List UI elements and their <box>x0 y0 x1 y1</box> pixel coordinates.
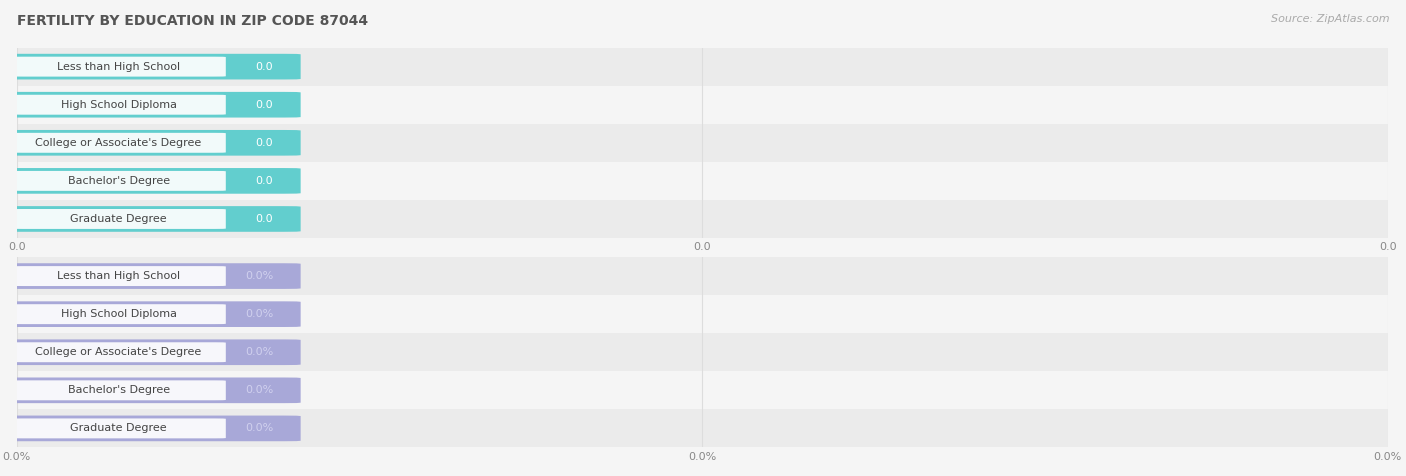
FancyBboxPatch shape <box>0 130 301 156</box>
Text: Source: ZipAtlas.com: Source: ZipAtlas.com <box>1271 14 1389 24</box>
Bar <box>17 86 1388 124</box>
FancyBboxPatch shape <box>0 263 301 289</box>
FancyBboxPatch shape <box>0 416 301 441</box>
Text: 0.0: 0.0 <box>256 99 273 110</box>
Text: Less than High School: Less than High School <box>58 271 180 281</box>
Text: Graduate Degree: Graduate Degree <box>70 423 167 434</box>
FancyBboxPatch shape <box>0 206 301 232</box>
FancyBboxPatch shape <box>0 168 301 194</box>
Text: Bachelor's Degree: Bachelor's Degree <box>67 385 170 396</box>
Text: Less than High School: Less than High School <box>58 61 180 72</box>
Text: College or Associate's Degree: College or Associate's Degree <box>35 138 201 148</box>
Text: 0.0%: 0.0% <box>245 385 273 396</box>
FancyBboxPatch shape <box>0 377 301 403</box>
Bar <box>17 295 1388 333</box>
FancyBboxPatch shape <box>11 342 226 362</box>
FancyBboxPatch shape <box>0 301 301 327</box>
FancyBboxPatch shape <box>11 380 226 400</box>
Text: 0.0%: 0.0% <box>245 309 273 319</box>
FancyBboxPatch shape <box>11 209 226 229</box>
Bar <box>17 257 1388 295</box>
FancyBboxPatch shape <box>11 133 226 153</box>
Bar <box>17 409 1388 447</box>
Text: 0.0: 0.0 <box>256 176 273 186</box>
Bar <box>17 124 1388 162</box>
FancyBboxPatch shape <box>11 95 226 115</box>
FancyBboxPatch shape <box>0 339 301 365</box>
Text: High School Diploma: High School Diploma <box>60 309 177 319</box>
Text: 0.0: 0.0 <box>256 61 273 72</box>
FancyBboxPatch shape <box>11 304 226 324</box>
Text: Bachelor's Degree: Bachelor's Degree <box>67 176 170 186</box>
FancyBboxPatch shape <box>11 418 226 438</box>
Text: 0.0%: 0.0% <box>245 347 273 357</box>
FancyBboxPatch shape <box>11 57 226 77</box>
FancyBboxPatch shape <box>11 171 226 191</box>
Text: Graduate Degree: Graduate Degree <box>70 214 167 224</box>
Text: 0.0%: 0.0% <box>245 423 273 434</box>
FancyBboxPatch shape <box>0 92 301 118</box>
Bar <box>17 200 1388 238</box>
Text: High School Diploma: High School Diploma <box>60 99 177 110</box>
Bar <box>17 48 1388 86</box>
Bar <box>17 371 1388 409</box>
Text: FERTILITY BY EDUCATION IN ZIP CODE 87044: FERTILITY BY EDUCATION IN ZIP CODE 87044 <box>17 14 368 28</box>
Text: 0.0: 0.0 <box>256 138 273 148</box>
Bar <box>17 333 1388 371</box>
Text: College or Associate's Degree: College or Associate's Degree <box>35 347 201 357</box>
Text: 0.0%: 0.0% <box>245 271 273 281</box>
FancyBboxPatch shape <box>11 266 226 286</box>
Bar <box>17 162 1388 200</box>
Text: 0.0: 0.0 <box>256 214 273 224</box>
FancyBboxPatch shape <box>0 54 301 79</box>
